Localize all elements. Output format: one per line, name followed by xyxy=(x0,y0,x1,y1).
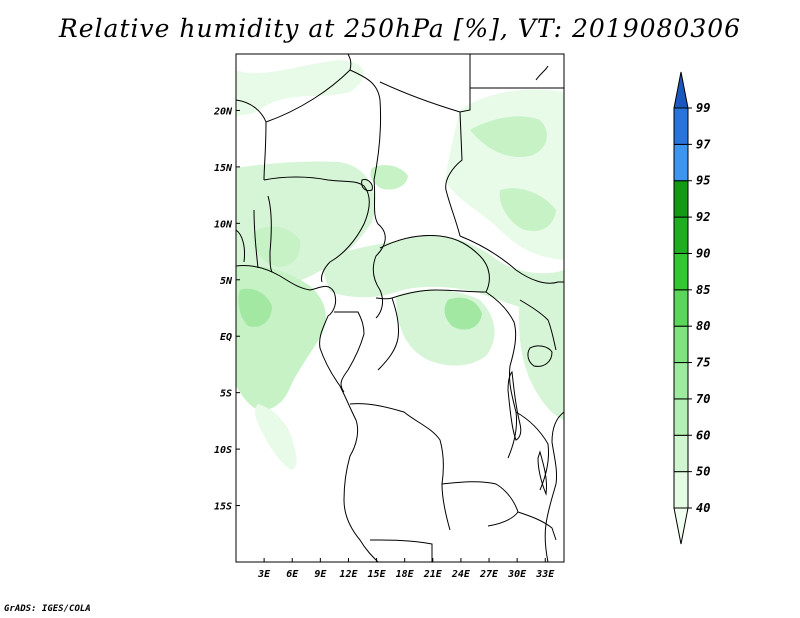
lon-tick-label: 18E xyxy=(396,569,415,580)
border-benin-togo xyxy=(267,195,273,273)
border-niger-north xyxy=(265,54,352,123)
lon-tick-label: 30E xyxy=(507,569,527,580)
border-drc-north xyxy=(377,297,399,371)
humidity-region-southwest xyxy=(255,404,297,470)
humidity-region-central-belt xyxy=(320,235,564,320)
lat-tick-label: 10S xyxy=(214,445,232,456)
humidity-region-east xyxy=(518,293,564,420)
border-south-sudan xyxy=(459,235,564,284)
lat-tick-label: EQ xyxy=(220,332,232,343)
colorbar-label: 70 xyxy=(696,392,710,406)
colorbar-segment xyxy=(673,252,689,291)
colorbar-label: 99 xyxy=(696,101,710,115)
colorbar-label: 80 xyxy=(696,319,710,333)
humidity-region-patch-ghana xyxy=(253,226,301,267)
lon-tick-label: 21E xyxy=(423,569,443,580)
map-panel: 3E 6E 9E 12E 15E 18E 21E 24E 27E 30E 33E 20N 15N 10N… xyxy=(213,53,565,580)
land-boundaries xyxy=(236,54,564,562)
border-ghana xyxy=(253,209,259,269)
humidity-region-patch-chad xyxy=(370,165,408,190)
humidity-region-patch-ne xyxy=(470,116,547,157)
lon-tick-label: 33E xyxy=(535,569,555,580)
humidity-region-patch-ethiopia xyxy=(499,188,556,232)
chart-title: Relative humidity at 250hPa [%], VT: 201… xyxy=(58,14,742,43)
colorbar-label: 97 xyxy=(696,137,711,151)
lon-tick-label: 6E xyxy=(286,569,299,580)
lon-tick-label: 24E xyxy=(451,569,471,580)
border-nigeria xyxy=(263,176,370,283)
border-civ xyxy=(236,229,245,263)
coastline-east-africa xyxy=(544,411,564,562)
humidity-region-patch-coast xyxy=(238,288,272,327)
colorbar-segment xyxy=(673,434,689,473)
border-libya-chad xyxy=(349,69,382,181)
border-namibia xyxy=(369,539,433,562)
colorbar-label: 75 xyxy=(696,356,710,370)
latitude-ticks: 20N 15N 10N 5N EQ 5S 10S 15S xyxy=(213,106,240,513)
lat-tick-label: 15N xyxy=(214,163,233,174)
colorbar-segment xyxy=(673,216,689,254)
colorbar-label: 60 xyxy=(696,428,710,442)
grads-credit: GrADS: IGES/COLA xyxy=(4,604,91,614)
lat-tick-label: 15S xyxy=(214,502,232,513)
colorbar-segment xyxy=(673,107,689,145)
map-frame xyxy=(235,53,565,563)
lake-victoria xyxy=(527,345,553,367)
colorbar-label: 85 xyxy=(696,283,710,297)
colorbar-label: 90 xyxy=(696,246,710,260)
lon-tick-label: 15E xyxy=(368,569,387,580)
longitude-ticks: 3E 6E 9E 12E 15E 18E 21E 24E 27E 30E 33E xyxy=(257,558,555,580)
lat-tick-label: 20N xyxy=(213,106,233,117)
lat-tick-label: 5N xyxy=(220,276,233,287)
humidity-region-west-sahel xyxy=(236,60,364,118)
lon-tick-label: 9E xyxy=(314,569,327,580)
colorbar-segment xyxy=(673,471,689,509)
colorbar-label: 92 xyxy=(696,210,710,224)
border-mozambique xyxy=(517,511,557,541)
border-egypt-sudan xyxy=(379,54,471,113)
border-sudan-west xyxy=(445,111,463,237)
border-zambia xyxy=(441,481,519,527)
colorbar-upper-triangle xyxy=(673,71,689,109)
lon-tick-label: 12E xyxy=(339,569,358,580)
colorbar-segment xyxy=(673,362,689,400)
border-gabon-congo xyxy=(334,311,365,393)
border-chad-south xyxy=(372,179,386,319)
lat-tick-label: 5S xyxy=(220,389,232,400)
colorbar-segment xyxy=(673,180,689,218)
colorbar-label: 50 xyxy=(696,465,710,479)
colorbar-segment xyxy=(673,398,689,436)
border-uganda-kenya xyxy=(519,299,557,351)
lon-tick-label: 3E xyxy=(257,569,271,580)
lake-malawi xyxy=(537,450,547,496)
coastline-west-africa xyxy=(236,265,379,562)
red-sea-coast xyxy=(535,65,549,81)
humidity-region-patch-cameroon xyxy=(444,297,482,330)
colorbar-label: 40 xyxy=(696,501,710,515)
colorbar-label: 95 xyxy=(696,174,710,188)
colorbar-segment xyxy=(673,143,689,182)
colorbar-lower-triangle xyxy=(673,507,689,545)
lake-chad xyxy=(361,179,373,191)
colorbar-segment xyxy=(673,325,689,364)
lat-tick-label: 10N xyxy=(214,219,233,230)
colorbar: 40 50 60 70 75 80 85 90 92 95 97 99 xyxy=(673,71,711,545)
colorbar-segment xyxy=(673,289,689,327)
border-tanzania xyxy=(515,411,549,491)
lake-tanganyika xyxy=(507,370,522,441)
lon-tick-label: 27E xyxy=(479,569,499,580)
border-angola xyxy=(349,403,451,531)
border-drc-east xyxy=(485,291,517,459)
